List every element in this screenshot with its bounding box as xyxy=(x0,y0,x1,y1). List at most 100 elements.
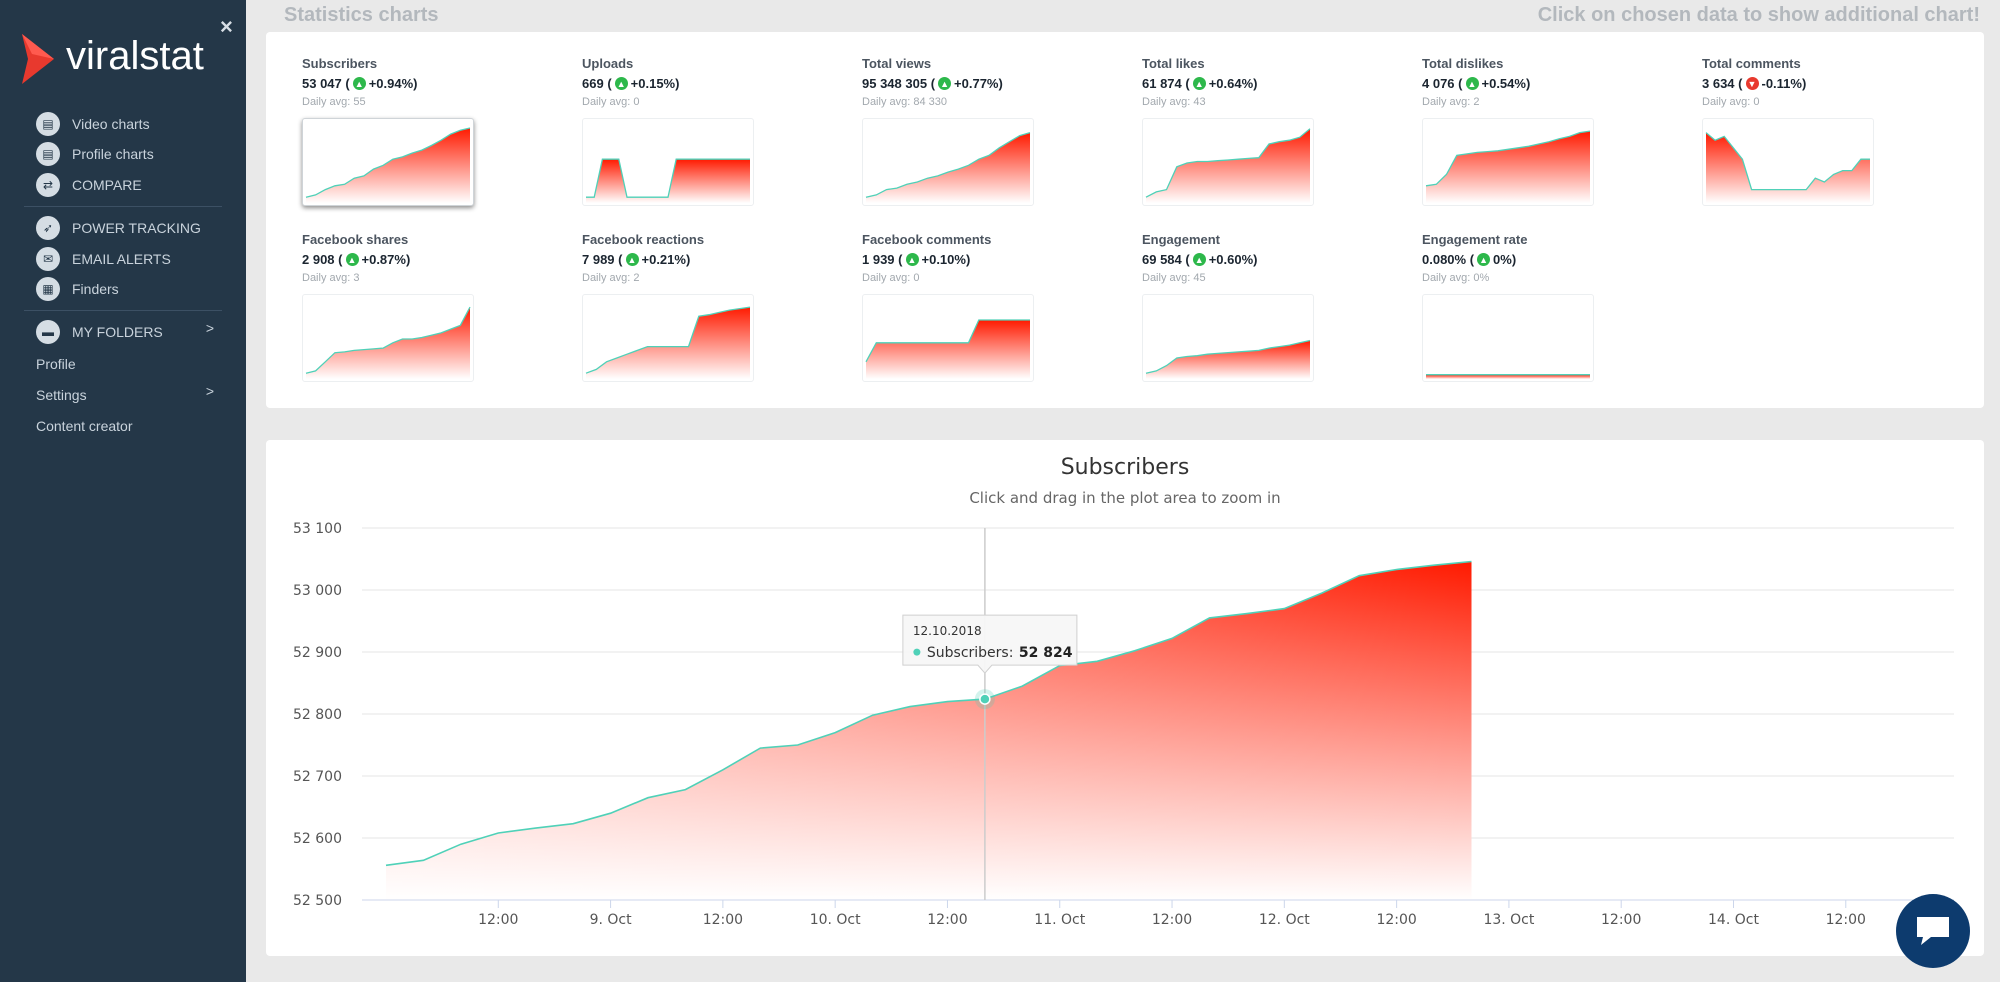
y-tick-label: 52 800 xyxy=(293,707,342,723)
sidebar-item-finders[interactable]: ▦ Finders xyxy=(36,275,222,303)
hover-point xyxy=(979,693,991,705)
sidebar-item-label: EMAIL ALERTS xyxy=(72,251,171,267)
sparkline-chart[interactable] xyxy=(582,118,754,206)
stat-number: 69 584 xyxy=(1142,252,1182,267)
sidebar-item-video-charts[interactable]: ▤ Video charts xyxy=(36,110,222,138)
stat-card[interactable]: Engagement rate 0.080% (▲ 0%) Daily avg: 0% xyxy=(1422,232,1682,402)
sparkline-chart[interactable] xyxy=(302,294,474,382)
sparkline-area xyxy=(586,159,750,203)
y-tick-label: 52 500 xyxy=(293,893,342,909)
paren-close: ) xyxy=(1801,76,1807,91)
paren-open: ( xyxy=(927,76,936,91)
paren-open: ( xyxy=(1454,76,1463,91)
page-title: Statistics charts xyxy=(284,4,439,26)
stat-card[interactable]: Total comments 3 634 (▼ -0.11%) Daily avg: … xyxy=(1702,56,1962,226)
stat-label: Facebook shares xyxy=(302,232,409,247)
sparkline-line xyxy=(1145,128,1311,198)
stat-value: 69 584 (▲ +0.60%) xyxy=(1142,252,1258,267)
stat-daily-avg: Daily avg: 45 xyxy=(1142,272,1206,284)
stat-value: 53 047 (▲ +0.94%) xyxy=(302,76,418,91)
stat-value: 4 076 (▲ +0.54%) xyxy=(1422,76,1530,91)
sidebar-item-compare[interactable]: ⇄ COMPARE xyxy=(36,171,222,199)
sparkline-area xyxy=(1146,340,1310,379)
subscribers-chart[interactable]: Subscribers Click and drag in the plot ar… xyxy=(266,440,1984,956)
logo-text: viralstat xyxy=(66,34,204,78)
sparkline-line xyxy=(305,306,471,374)
sparkline-svg xyxy=(586,158,750,203)
sparkline-chart[interactable] xyxy=(862,118,1034,206)
stat-label: Subscribers xyxy=(302,56,378,71)
paren-open: ( xyxy=(603,76,612,91)
sidebar-divider xyxy=(24,206,222,207)
sparkline-chart[interactable] xyxy=(862,294,1034,382)
compare-icon: ⇄ xyxy=(36,173,60,197)
sidebar-item-profile-charts[interactable]: ▤ Profile charts xyxy=(36,140,222,168)
sparkline-line xyxy=(1705,132,1870,191)
stat-change: +0.15% xyxy=(630,76,676,91)
x-tick-label: 12:00 xyxy=(1826,912,1866,928)
paren-close: ) xyxy=(1253,76,1258,91)
paren-close: ) xyxy=(1511,252,1517,267)
x-tick-label: 10. Oct xyxy=(810,912,861,928)
sidebar-item-email-alerts[interactable]: ✉ EMAIL ALERTS xyxy=(36,245,222,273)
sparkline-chart[interactable] xyxy=(302,118,474,206)
sidebar-item-my-folders[interactable]: ▬ MY FOLDERS > xyxy=(36,318,222,346)
sidebar-item-content-creator[interactable]: Content creator xyxy=(36,412,222,440)
x-tick-label: 12. Oct xyxy=(1259,912,1310,928)
stat-card[interactable]: Uploads 669 (▲ +0.15%) Daily avg: 0 xyxy=(582,56,842,226)
tooltip-box xyxy=(902,614,1078,674)
main-chart-panel[interactable]: Subscribers Click and drag in the plot ar… xyxy=(266,440,1984,956)
paren-open: ( xyxy=(1466,252,1475,267)
chat-button[interactable] xyxy=(1896,894,1970,968)
sparkline-chart[interactable] xyxy=(1702,118,1874,206)
sparkline-chart[interactable] xyxy=(582,294,754,382)
sidebar-item-label: COMPARE xyxy=(72,177,142,193)
sidebar-item-label: Video charts xyxy=(72,116,150,132)
stat-change: +0.87% xyxy=(361,252,406,267)
sparkline-area xyxy=(1146,128,1310,203)
y-tick-label: 52 600 xyxy=(293,831,342,847)
logo-play-icon xyxy=(22,34,54,84)
mail-icon: ✉ xyxy=(36,247,60,271)
stat-card[interactable]: Engagement 69 584 (▲ +0.60%) Daily avg: 45 xyxy=(1142,232,1402,402)
sidebar-item-power-tracking[interactable]: ➶ POWER TRACKING xyxy=(36,214,222,242)
trend-up-icon: ▲ xyxy=(1477,253,1491,266)
stat-card[interactable]: Facebook shares 2 908 (▲ +0.87%) Daily avg:… xyxy=(302,232,562,402)
series-area-sheen xyxy=(386,561,1472,900)
sparkline-chart[interactable] xyxy=(1142,294,1314,382)
sparkline-chart[interactable] xyxy=(1422,118,1594,206)
stat-card[interactable]: Facebook reactions 7 989 (▲ +0.21%) Daily a… xyxy=(582,232,842,402)
trend-up-icon: ▲ xyxy=(905,253,919,266)
tooltip-date: 12.10.2018 xyxy=(913,624,982,638)
close-sidebar-icon[interactable]: × xyxy=(220,14,233,39)
sparkline-svg xyxy=(1145,128,1311,203)
stat-card[interactable]: Subscribers 53 047 (▲ +0.94%) Daily avg: 55 xyxy=(302,56,562,226)
stat-daily-avg: Daily avg: 0% xyxy=(1422,272,1490,284)
trend-down-icon: ▼ xyxy=(1745,77,1759,90)
tooltip-value: 52 824 xyxy=(1019,645,1073,661)
paren-close: ) xyxy=(1525,76,1531,91)
stat-card[interactable]: Total dislikes 4 076 (▲ +0.54%) Daily avg: … xyxy=(1422,56,1682,226)
stat-card[interactable]: Total likes 61 874 (▲ +0.64%) Daily avg: 43 xyxy=(1142,56,1402,226)
stat-number: 53 047 xyxy=(302,76,342,91)
stat-number: 2 908 xyxy=(302,252,335,267)
sidebar-item-profile[interactable]: Profile xyxy=(36,350,222,378)
sidebar-item-settings[interactable]: Settings > xyxy=(36,381,222,409)
sidebar-item-label: Content creator xyxy=(36,418,133,434)
chart-subtitle: Click and drag in the plot area to zoom … xyxy=(969,489,1280,507)
viralstat-logo[interactable]: viralstat xyxy=(18,30,218,90)
sidebar-item-label: MY FOLDERS xyxy=(72,324,163,340)
sidebar-item-label: POWER TRACKING xyxy=(72,220,201,236)
sparkline-area xyxy=(306,128,470,203)
stat-card[interactable]: Facebook comments 1 939 (▲ +0.10%) Daily av… xyxy=(862,232,1122,402)
paren-open: ( xyxy=(614,252,623,267)
trend-up-icon: ▲ xyxy=(1192,253,1206,266)
sparkline-chart[interactable] xyxy=(1422,294,1594,382)
sparkline-svg xyxy=(1426,374,1590,379)
paren-open: ( xyxy=(341,76,350,91)
stat-card[interactable]: Total views 95 348 305 (▲ +0.77%) Daily avg… xyxy=(862,56,1122,226)
sparkline-chart[interactable] xyxy=(1142,118,1314,206)
sidebar-divider xyxy=(24,310,222,311)
stats-panel: Subscribers 53 047 (▲ +0.94%) Daily avg: 55… xyxy=(266,32,1984,408)
stat-number: 7 989 xyxy=(582,252,615,267)
